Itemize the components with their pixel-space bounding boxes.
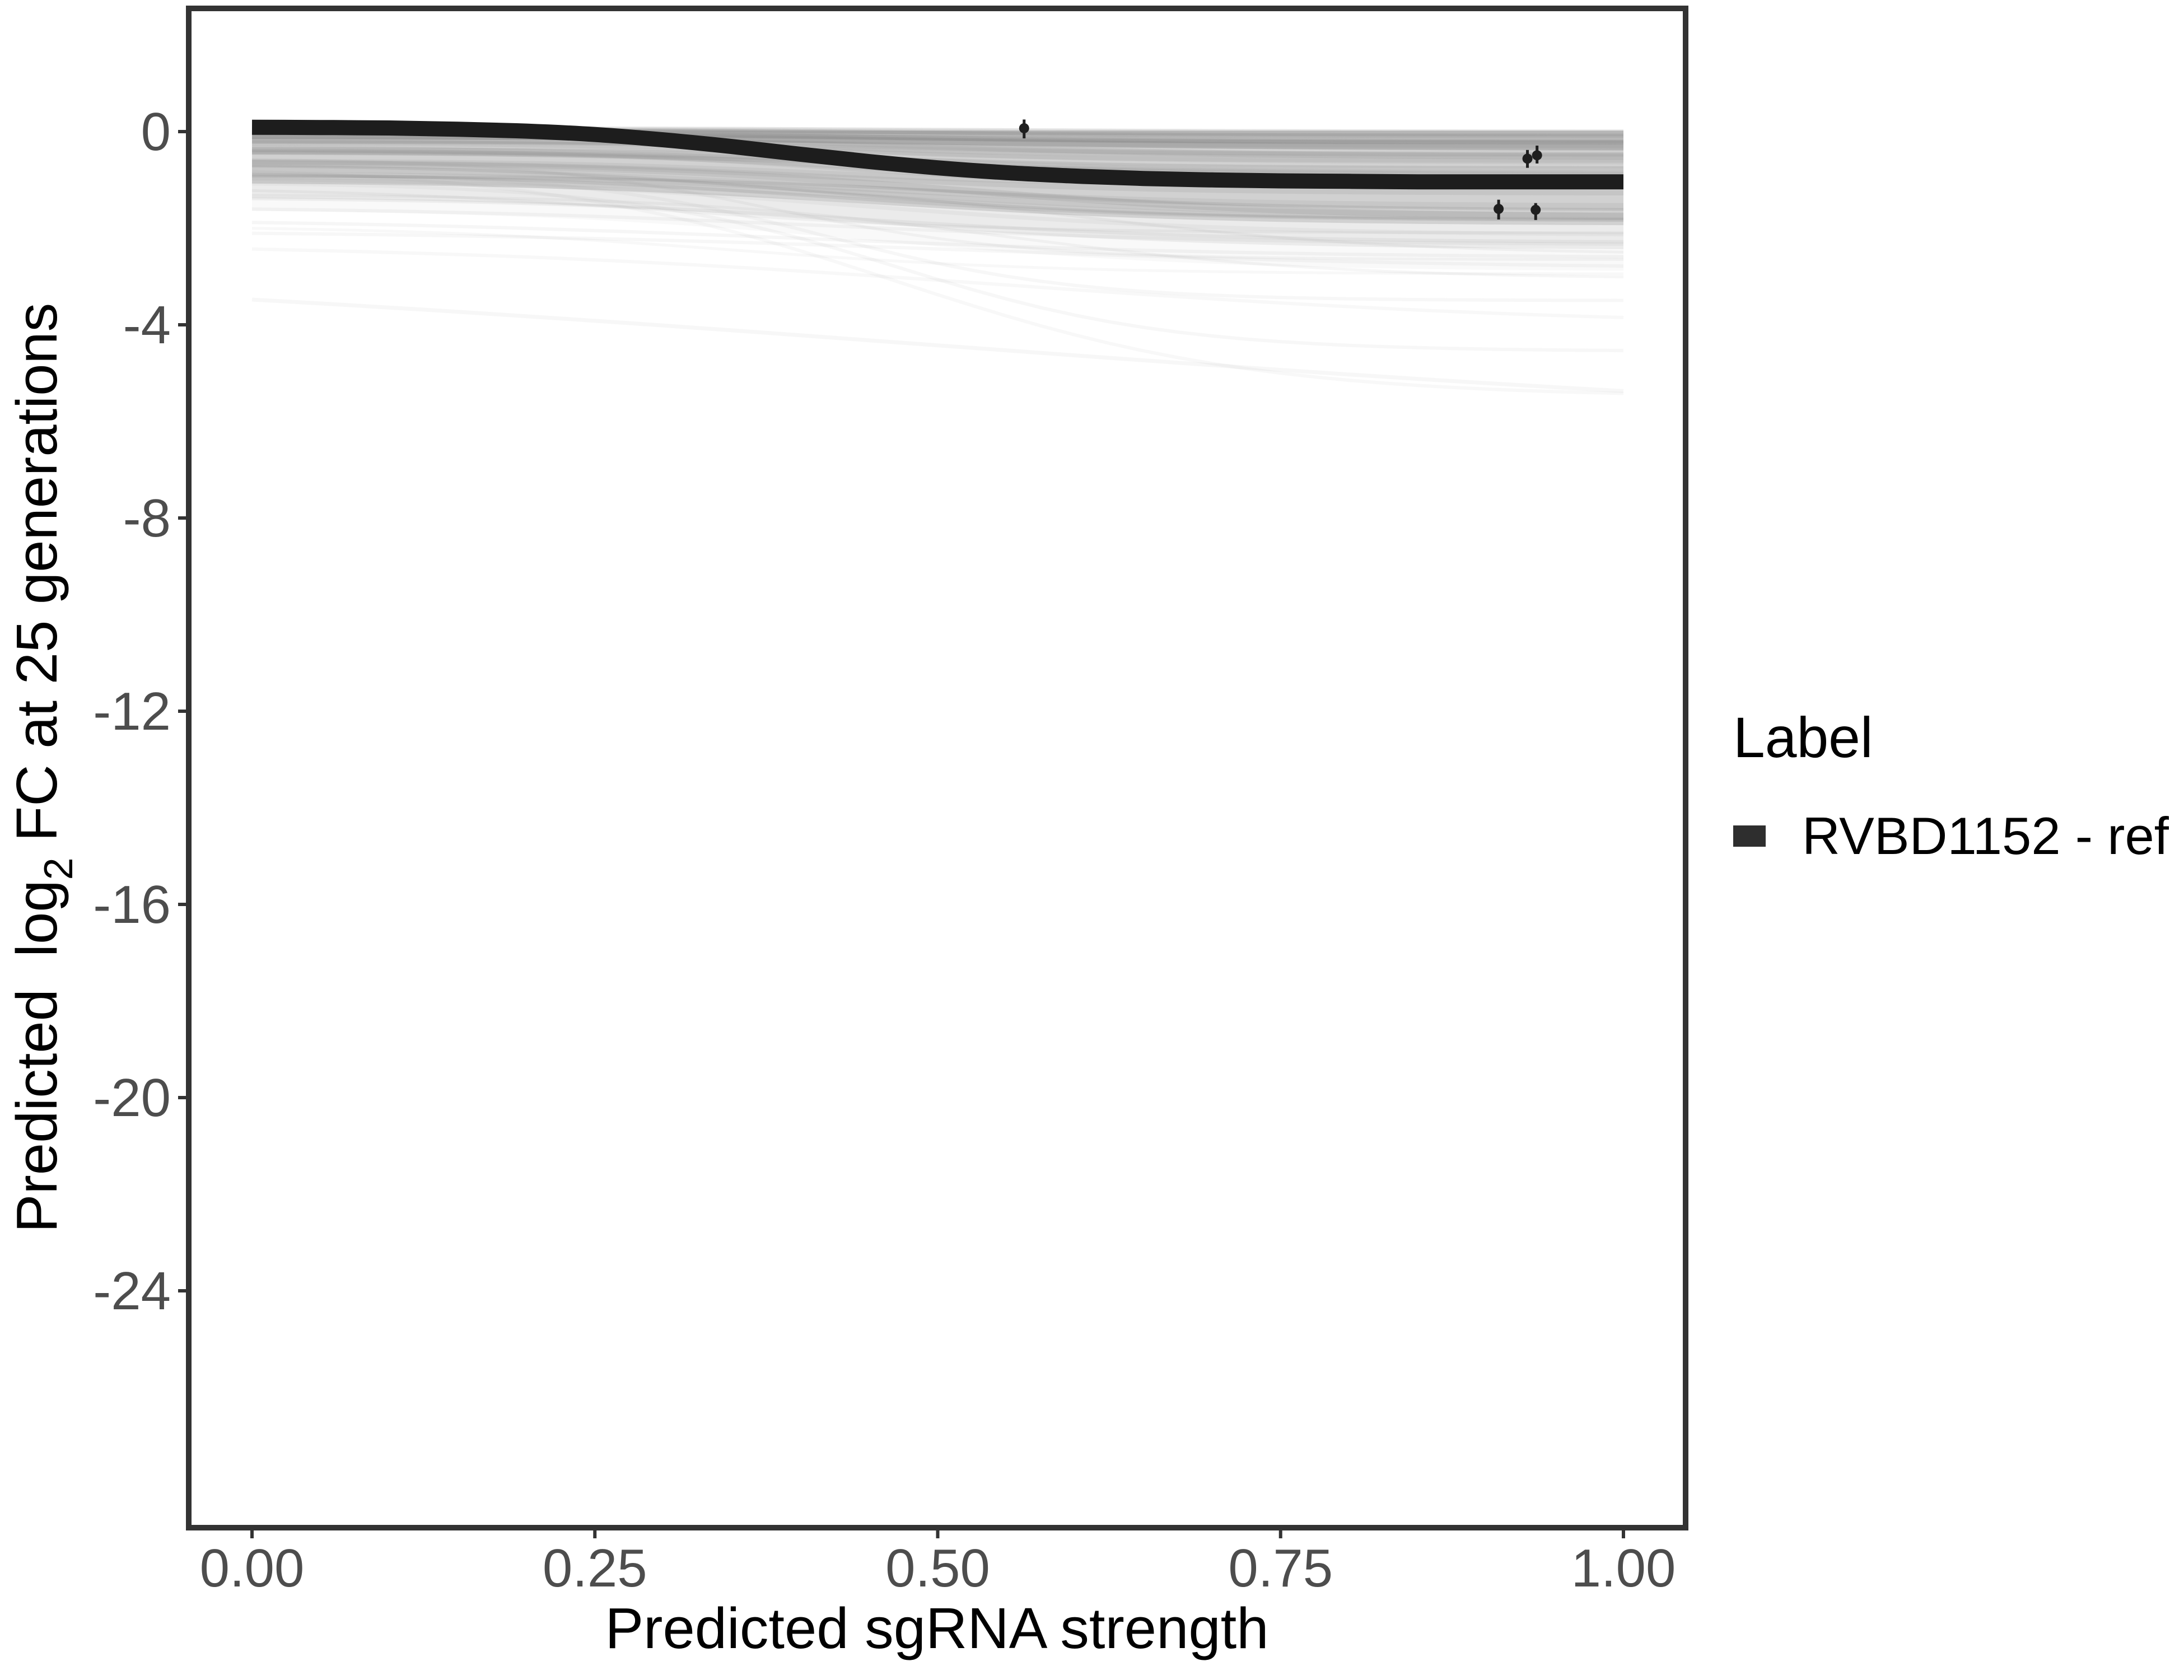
- reference-curve: [251, 119, 1623, 190]
- data-point: [1019, 123, 1029, 133]
- y-axis-title-pre: Predicted log: [4, 880, 69, 1233]
- y-tick-label: -24: [93, 1261, 171, 1321]
- ensemble-line: [251, 139, 1624, 165]
- y-tick-label: -4: [123, 295, 171, 355]
- ensemble-band: [252, 130, 1623, 249]
- legend: Label RVBD1152 - ref: [1733, 704, 2181, 867]
- ensemble-outlier-line: [251, 172, 1624, 302]
- legend-item: RVBD1152 - ref: [1733, 805, 2181, 867]
- ensemble-line: [251, 160, 1624, 196]
- ensemble-outlier-line: [251, 182, 1624, 352]
- ensemble-line: [251, 137, 1624, 160]
- ensemble-outlier-line: [251, 297, 1624, 393]
- x-tick-label: 0.00: [200, 1538, 305, 1598]
- x-axis-title: Predicted sgRNA strength: [605, 1596, 1269, 1660]
- ensemble-band: [252, 130, 1623, 226]
- ensemble-outlier-line: [251, 170, 1624, 395]
- ensemble-line: [251, 178, 1624, 222]
- y-tick-label: -12: [93, 682, 171, 741]
- ensemble-line: [251, 165, 1624, 221]
- ensemble-line: [251, 140, 1623, 163]
- ensemble-outlier-line: [251, 231, 1624, 268]
- ensemble-outlier-line: [251, 247, 1624, 319]
- ensemble-line: [251, 138, 1624, 158]
- ensemble-outlier-line: [251, 194, 1624, 279]
- data-point: [1530, 204, 1541, 215]
- ensemble-band: [252, 130, 1623, 271]
- ensemble-line: [251, 143, 1624, 169]
- ensemble-outlier-line: [251, 189, 1624, 235]
- ensemble-outlier-line: [251, 158, 1624, 261]
- ensemble-outlier-line: [251, 221, 1624, 259]
- ensemble-line: [251, 160, 1624, 220]
- y-tick-label: 0: [141, 102, 171, 162]
- x-tick-label: 0.50: [885, 1538, 990, 1598]
- x-tick-label: 1.00: [1571, 1538, 1676, 1598]
- y-axis-title-post: FC at 25 generations: [4, 302, 69, 858]
- x-tick-label: 0.25: [543, 1538, 647, 1598]
- ensemble-outlier-line: [251, 176, 1624, 254]
- ensemble-line: [251, 173, 1624, 222]
- y-tick-label: -16: [93, 875, 171, 935]
- data-point: [1532, 150, 1542, 161]
- ensemble-line: [251, 175, 1624, 211]
- legend-key-swatch: [1733, 825, 1766, 847]
- panel-border: [186, 6, 1688, 1530]
- ensemble-line: [251, 135, 1623, 156]
- y-axis-title-subscript: 2: [36, 857, 81, 880]
- data-point: [1522, 153, 1533, 164]
- ensemble-line: [251, 177, 1624, 237]
- ensemble-outlier-line: [251, 227, 1624, 276]
- legend-item-label: RVBD1152 - ref: [1802, 806, 2169, 865]
- data-point: [1494, 204, 1504, 214]
- ensemble-outlier-line: [251, 197, 1624, 244]
- y-tick-label: -8: [123, 488, 171, 548]
- ensemble-line: [251, 165, 1624, 210]
- legend-title: Label: [1733, 706, 1873, 769]
- y-axis-title: Predicted log2 FC at 25 generations: [0, 208, 81, 1328]
- ensemble-outlier-line: [251, 207, 1624, 246]
- ensemble-line: [252, 140, 1623, 159]
- ensemble-line: [251, 171, 1624, 218]
- ensemble-line: [251, 146, 1624, 173]
- y-tick-label: -20: [93, 1068, 171, 1128]
- x-tick-label: 0.75: [1228, 1538, 1333, 1598]
